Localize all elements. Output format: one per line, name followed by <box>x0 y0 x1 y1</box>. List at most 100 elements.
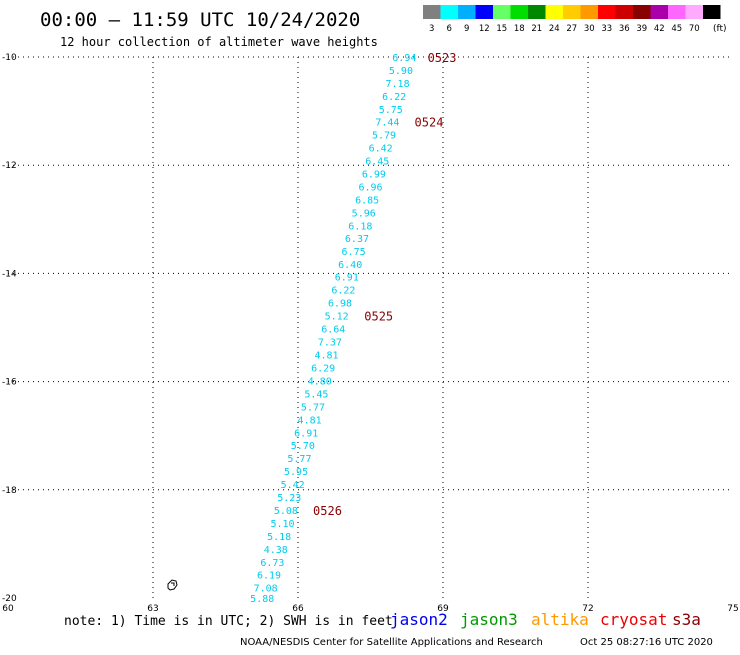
color-swatch-42 <box>650 5 668 19</box>
wave-height-label: 6.91 <box>335 273 359 284</box>
wave-height-label: 6.96 <box>358 182 382 193</box>
wave-height-label: 4.38 <box>264 545 288 556</box>
wave-height-label: 5.10 <box>270 519 294 530</box>
wave-height-label: 5.70 <box>291 441 315 452</box>
color-scale-label: 42 <box>654 24 665 34</box>
pass-time-labels: 0523 0524 0525 0526 <box>313 51 456 518</box>
wave-height-label: 5.42 <box>281 480 305 491</box>
x-tick-label: 66 <box>292 604 304 614</box>
y-tick-label: -16 <box>2 378 17 388</box>
wave-height-label: 5.18 <box>267 532 291 543</box>
wave-height-label: 5.45 <box>304 390 328 401</box>
color-swatch-24 <box>545 5 563 19</box>
wave-height-label: 6.18 <box>348 221 372 232</box>
satellite-legend-cryosat: cryosat <box>600 610 667 629</box>
wave-height-label: 5.08 <box>274 506 298 517</box>
color-swatch-70 <box>685 5 703 19</box>
color-swatch-15 <box>493 5 511 19</box>
color-swatch-9 <box>458 5 476 19</box>
pass-time-label: 0523 <box>428 51 457 65</box>
y-tick-label: -10 <box>2 53 17 63</box>
wave-height-label: 7.37 <box>318 338 342 349</box>
color-scale-label: 12 <box>479 24 490 34</box>
color-swatch-33 <box>598 5 616 19</box>
color-scale-label: 9 <box>464 24 469 34</box>
color-swatch-12 <box>475 5 493 19</box>
color-swatch-27 <box>563 5 581 19</box>
wave-height-label: 5.23 <box>277 493 301 504</box>
wave-height-label: 5.88 <box>250 594 274 605</box>
color-scale-label: 24 <box>549 24 560 34</box>
color-scale-label: 15 <box>496 24 507 34</box>
color-scale-label: 30 <box>584 24 595 34</box>
satellite-legend: jason2 jason3 altika cryosat s3a <box>390 610 701 629</box>
x-tick-label: 60 <box>2 604 14 614</box>
color-scale-label: 45 <box>671 24 682 34</box>
wave-height-label: 6.75 <box>342 247 366 258</box>
footer-timestamp: Oct 25 08:27:16 UTC 2020 <box>580 637 713 648</box>
x-tick-label: 69 <box>437 604 449 614</box>
wave-height-label: 6.94 <box>392 53 416 64</box>
color-swatch-3 <box>423 5 441 19</box>
wave-height-label: 6.19 <box>257 571 281 582</box>
pass-time-label: 0526 <box>313 504 342 518</box>
wave-height-label: 6.85 <box>355 195 379 206</box>
wave-height-label: 5.95 <box>284 467 308 478</box>
wave-height-label: 5.75 <box>379 105 403 116</box>
color-scale-label: 6 <box>447 24 452 34</box>
x-tick-label: 72 <box>582 604 593 614</box>
footer-credit: NOAA/NESDIS Center for Satellite Applica… <box>240 637 543 648</box>
color-scale-label: 3 <box>429 24 434 34</box>
wave-height-label: 6.22 <box>382 92 406 103</box>
island-outline <box>167 579 178 591</box>
map-grid <box>8 56 733 598</box>
satellite-legend-s3a: s3a <box>672 610 701 629</box>
y-tick-label: -20 <box>2 594 17 604</box>
wave-height-label: 6.45 <box>365 156 389 167</box>
wave-height-label: 6.29 <box>311 364 335 375</box>
x-tick-label: 75 <box>727 604 738 614</box>
wave-height-label: 5.12 <box>325 312 349 323</box>
wave-height-label: 6.37 <box>345 234 369 245</box>
x-tick-label: 63 <box>147 604 158 614</box>
wave-height-label: 7.18 <box>386 79 410 90</box>
wave-height-label: 5.96 <box>352 208 376 219</box>
satellite-legend-altika: altika <box>531 610 589 629</box>
color-scale-legend: 3 6 9 12 15 18 21 24 27 30 33 36 39 42 45 70 <box>423 5 721 34</box>
wave-height-label: 4.81 <box>314 351 338 362</box>
wave-height-label: 7.08 <box>254 584 278 595</box>
color-swatch-45 <box>668 5 686 19</box>
wave-height-label: 7.44 <box>375 117 399 128</box>
wave-height-label: 6.42 <box>369 143 393 154</box>
wave-height-label: 4.80 <box>308 377 332 388</box>
color-swatch-36 <box>615 5 633 19</box>
wave-height-label: 5.77 <box>301 402 325 413</box>
color-scale-label: 33 <box>601 24 612 34</box>
wave-height-label: 5.90 <box>389 66 413 77</box>
color-scale-label: 36 <box>619 24 630 34</box>
color-swatch-30 <box>580 5 598 19</box>
y-tick-label: -18 <box>2 486 17 496</box>
footer-note: note: 1) Time is in UTC; 2) SWH is in fe… <box>64 614 393 629</box>
wave-height-label: 6.99 <box>362 169 386 180</box>
y-axis-ticks: -10 -12 -14 -16 -18 -20 <box>2 53 17 604</box>
wave-height-label: 6.91 <box>294 428 318 439</box>
color-scale-unit: (ft) <box>713 24 727 34</box>
wave-height-label: 5.77 <box>287 454 311 465</box>
wave-height-label: 6.64 <box>321 325 345 336</box>
y-tick-label: -14 <box>2 269 17 279</box>
wave-height-label: 6.22 <box>331 286 355 297</box>
x-axis-ticks: 60 63 66 69 72 75 <box>2 604 738 614</box>
color-scale-label: 18 <box>514 24 525 34</box>
color-swatch-39 <box>633 5 651 19</box>
wave-height-label: 6.98 <box>328 299 352 310</box>
satellite-legend-jason3: jason3 <box>460 610 518 629</box>
chart-title: 00:00 – 11:59 UTC 10/24/2020 <box>40 9 360 31</box>
satellite-legend-jason2: jason2 <box>390 610 448 629</box>
wave-height-label: 6.73 <box>260 558 284 569</box>
color-swatch-6 <box>440 5 458 19</box>
wave-height-label: 4.81 <box>298 415 322 426</box>
color-swatch-max <box>703 5 721 19</box>
